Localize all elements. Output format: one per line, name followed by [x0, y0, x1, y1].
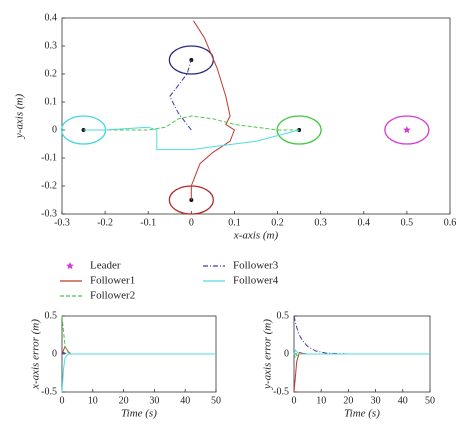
legend-label: Follower1 [90, 275, 135, 287]
x-tick-label: 10 [88, 395, 98, 406]
x-tick-label: -0.2 [97, 217, 113, 228]
target-point [81, 128, 86, 132]
legend-label: Follower3 [233, 260, 279, 272]
y-tick-label: 0.2 [45, 68, 58, 79]
series-line [293, 315, 430, 355]
x-axis-label: Time (s) [344, 408, 380, 420]
x-tick-label: 50 [425, 395, 435, 406]
series-line [190, 20, 236, 200]
y-tick-label: 0 [52, 124, 57, 135]
x-tick-label: 0 [60, 395, 65, 406]
x-tick-label: 0.2 [271, 217, 284, 228]
x-tick-label: 10 [316, 395, 326, 406]
x-tick-label: 0.5 [401, 217, 414, 228]
legend-marker [66, 262, 74, 270]
leader-circle [384, 115, 430, 145]
x-tick-label: 0.6 [444, 217, 457, 228]
y-tick-label: 0 [284, 348, 289, 359]
y-axis-label: y-axis (m) [14, 94, 26, 140]
series-line [61, 315, 216, 355]
x-axis-label: Time (s) [121, 408, 157, 420]
series-line [169, 59, 192, 131]
y-tick-label: -0.5 [273, 386, 289, 397]
y-tick-label: -0.1 [41, 152, 57, 163]
x-tick-label: 0 [189, 217, 194, 228]
y-tick-label: 0.5 [45, 310, 58, 321]
x-tick-label: 20 [343, 395, 353, 406]
y-tick-label: 0.3 [45, 40, 58, 51]
x-tick-label: 0.4 [358, 217, 371, 228]
x-tick-label: 40 [398, 395, 408, 406]
series-line [83, 126, 300, 151]
series-line [293, 349, 430, 355]
y-axis-label: y-axis error (m) [262, 319, 274, 390]
x-tick-label: 20 [119, 395, 129, 406]
legend-label: Leader [90, 260, 121, 272]
legend-label: Follower2 [90, 290, 135, 302]
y-tick-label: 0.5 [277, 310, 290, 321]
x-tick-label: 0.1 [228, 217, 241, 228]
y-tick-label: -0.5 [41, 386, 57, 397]
formation-circle [276, 115, 322, 145]
x-tick-label: 30 [371, 395, 381, 406]
series-line [293, 353, 430, 359]
x-axis-label: x-axis (m) [233, 230, 279, 242]
series-line [83, 115, 300, 131]
x-tick-label: 30 [149, 395, 159, 406]
series-line [61, 345, 216, 355]
y-tick-label: 0.1 [45, 96, 58, 107]
x-tick-label: 40 [180, 395, 190, 406]
x-tick-label: 0.3 [314, 217, 327, 228]
series-line [293, 351, 430, 393]
y-tick-label: 0 [52, 348, 57, 359]
target-point [297, 128, 302, 132]
plot-frame [61, 17, 451, 215]
y-tick-label: 0.4 [45, 12, 58, 23]
y-tick-label: -0.3 [41, 208, 57, 219]
x-tick-label: -0.3 [54, 217, 70, 228]
target-point [189, 58, 194, 62]
y-axis-label: x-axis error (m) [30, 319, 42, 390]
x-tick-label: 50 [211, 395, 221, 406]
x-tick-label: 0 [292, 395, 297, 406]
leader-marker [403, 126, 411, 134]
legend-label: Follower4 [233, 275, 279, 287]
series-line [61, 353, 216, 393]
y-tick-label: -0.2 [41, 180, 57, 191]
x-tick-label: -0.1 [140, 217, 156, 228]
